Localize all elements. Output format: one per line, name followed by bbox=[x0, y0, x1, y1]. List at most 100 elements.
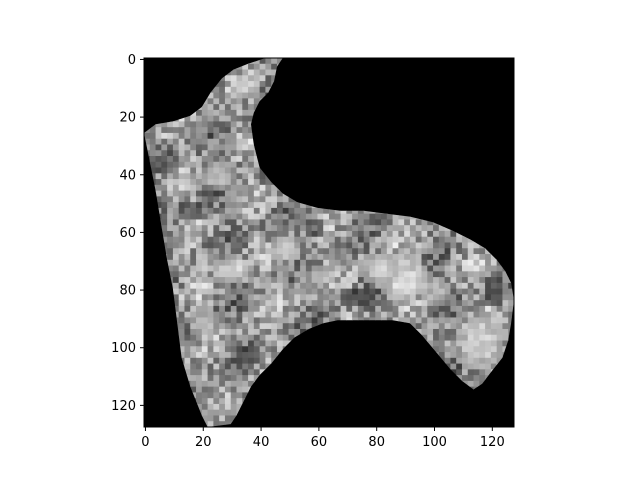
heatmap-cell bbox=[219, 202, 226, 209]
heatmap-cell bbox=[196, 328, 203, 336]
heatmap-cell bbox=[294, 207, 301, 215]
heatmap-cell bbox=[271, 328, 278, 336]
heatmap-cell bbox=[433, 259, 440, 266]
heatmap-cell bbox=[230, 75, 237, 82]
heatmap-cell bbox=[196, 398, 203, 405]
heatmap-cell bbox=[253, 98, 261, 105]
heatmap-cell bbox=[386, 288, 393, 295]
heatmap-cell bbox=[213, 380, 220, 388]
heatmap-cell bbox=[311, 265, 318, 272]
heatmap-cell bbox=[386, 282, 393, 290]
heatmap-cell bbox=[201, 144, 208, 151]
heatmap-cell bbox=[242, 317, 249, 324]
heatmap-cell bbox=[305, 248, 313, 255]
heatmap-cell bbox=[230, 409, 237, 416]
heatmap-cell bbox=[236, 375, 243, 382]
heatmap-cell bbox=[201, 369, 208, 376]
heatmap-cell bbox=[311, 236, 318, 243]
heatmap-cell bbox=[248, 219, 255, 226]
heatmap-cell bbox=[438, 236, 446, 243]
heatmap-cell bbox=[184, 161, 191, 168]
heatmap-cell bbox=[300, 328, 307, 336]
heatmap-cell bbox=[219, 340, 226, 347]
heatmap-cell bbox=[334, 259, 341, 266]
heatmap-cell bbox=[433, 282, 440, 290]
heatmap-cell bbox=[409, 242, 417, 249]
heatmap-cell bbox=[201, 121, 208, 128]
heatmap-cell bbox=[508, 305, 514, 313]
heatmap-cell bbox=[253, 156, 261, 163]
heatmap-cell bbox=[369, 271, 376, 278]
heatmap-cell bbox=[265, 311, 272, 318]
heatmap-cell bbox=[433, 323, 440, 330]
heatmap-cell bbox=[219, 375, 226, 382]
heatmap-cell bbox=[288, 248, 295, 255]
heatmap-cell bbox=[479, 317, 486, 324]
heatmap-cell bbox=[381, 236, 388, 243]
heatmap-cell bbox=[450, 282, 457, 290]
heatmap-cell bbox=[178, 254, 185, 261]
heatmap-cell bbox=[340, 254, 347, 261]
heatmap-cell bbox=[311, 207, 318, 215]
heatmap-cell bbox=[213, 144, 220, 151]
heatmap-cell bbox=[259, 340, 266, 347]
heatmap-cell bbox=[317, 305, 324, 313]
heatmap-cell bbox=[242, 305, 249, 313]
heatmap-cell bbox=[409, 288, 417, 295]
heatmap-cell bbox=[172, 300, 180, 307]
heatmap-cell bbox=[496, 357, 503, 364]
heatmap-cell bbox=[178, 236, 185, 243]
heatmap-cell bbox=[224, 184, 232, 192]
heatmap-cell bbox=[201, 242, 208, 249]
heatmap-cell bbox=[433, 311, 440, 318]
heatmap-cell bbox=[340, 207, 347, 215]
heatmap-cell bbox=[236, 363, 243, 370]
heatmap-cell bbox=[409, 219, 417, 226]
heatmap-cell bbox=[473, 288, 480, 295]
heatmap-cell bbox=[230, 236, 237, 243]
heatmap-cell bbox=[178, 121, 185, 128]
heatmap-cell bbox=[259, 190, 266, 197]
heatmap-cell bbox=[219, 305, 226, 313]
heatmap-cell bbox=[230, 323, 237, 330]
heatmap-cell bbox=[207, 317, 214, 324]
heatmap-cell bbox=[224, 282, 232, 290]
heatmap-cell bbox=[213, 150, 220, 157]
heatmap-cell bbox=[271, 225, 278, 232]
heatmap-cell bbox=[456, 300, 463, 307]
heatmap-cell bbox=[311, 277, 318, 284]
heatmap-cell bbox=[421, 219, 428, 226]
heatmap-cell bbox=[161, 167, 168, 174]
heatmap-cell bbox=[201, 225, 208, 232]
heatmap-cell bbox=[236, 86, 243, 93]
heatmap-cell bbox=[485, 288, 492, 295]
heatmap-cell bbox=[201, 161, 208, 168]
heatmap-cell bbox=[479, 346, 486, 353]
heatmap-cell bbox=[415, 254, 422, 261]
heatmap-cell bbox=[253, 173, 261, 180]
heatmap-cell bbox=[386, 305, 393, 313]
heatmap-cell bbox=[276, 311, 284, 318]
heatmap-cell bbox=[421, 277, 428, 284]
heatmap-cell bbox=[288, 334, 295, 341]
heatmap-cell bbox=[178, 167, 185, 174]
heatmap-cell bbox=[201, 150, 208, 157]
heatmap-cell bbox=[340, 294, 347, 301]
heatmap-cell bbox=[276, 317, 284, 324]
heatmap-cell bbox=[167, 156, 174, 163]
heatmap-cell bbox=[207, 409, 214, 416]
y-tick-label: 40 bbox=[119, 168, 136, 183]
heatmap-cell bbox=[190, 167, 197, 174]
heatmap-cell bbox=[253, 294, 261, 301]
heatmap-cell bbox=[496, 282, 503, 290]
heatmap-cell bbox=[392, 294, 399, 301]
heatmap-cell bbox=[219, 254, 226, 261]
heatmap-cell bbox=[213, 340, 220, 347]
heatmap-cell bbox=[461, 352, 469, 359]
heatmap-cell bbox=[248, 63, 255, 70]
heatmap-cell bbox=[213, 121, 220, 128]
heatmap-cell bbox=[201, 179, 208, 186]
heatmap-cell bbox=[201, 265, 208, 272]
heatmap-cell bbox=[178, 346, 185, 353]
heatmap-cell bbox=[444, 305, 451, 313]
